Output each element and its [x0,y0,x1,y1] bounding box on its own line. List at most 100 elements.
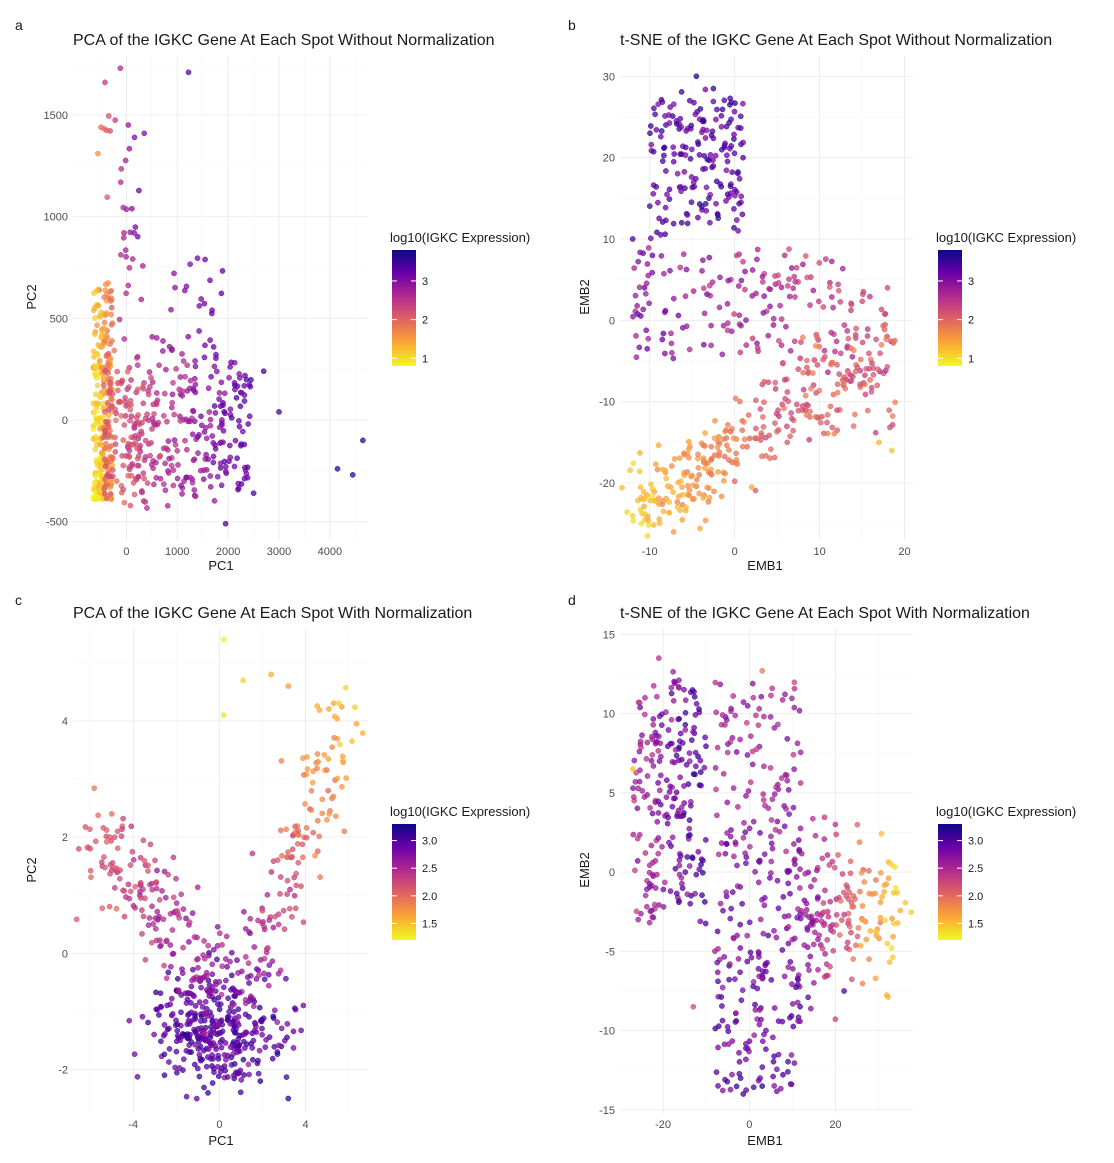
data-point [827,923,834,930]
data-point [761,713,767,720]
data-point [714,812,720,819]
data-point [675,684,682,690]
data-point [214,473,221,480]
data-point [103,310,110,316]
data-point [112,434,118,441]
data-point [752,435,758,442]
data-point [877,919,884,926]
data-point [686,492,693,499]
data-point [733,749,740,755]
data-point [644,261,651,267]
data-point [647,497,654,504]
data-point [678,188,684,195]
data-point [682,697,689,704]
data-point [275,1042,282,1049]
data-point [873,336,879,343]
data-point [637,484,644,490]
data-point [791,273,798,280]
data-point [689,184,696,191]
data-point [702,430,708,436]
data-point [802,253,809,259]
data-point [698,856,705,863]
data-point [821,836,828,842]
data-point [341,828,348,835]
data-point [182,373,188,380]
data-point [795,1018,801,1024]
data-point [686,758,693,765]
data-point [119,826,125,832]
data-point [101,428,108,434]
data-point [92,331,98,338]
data-point [216,396,222,402]
data-point [127,502,134,509]
data-point [843,882,850,888]
data-point [269,958,276,965]
data-point [166,455,172,462]
data-point [94,382,101,389]
points-c [73,636,366,1102]
data-point [678,219,685,226]
data-point [212,410,219,416]
data-point [643,327,650,334]
data-point [724,1023,731,1030]
data-point [314,765,320,772]
data-point [255,1070,262,1077]
data-point [661,145,667,151]
data-point [246,413,253,420]
data-point [805,994,811,1001]
data-point [125,282,132,289]
data-point [290,1045,297,1051]
data-point [884,363,891,370]
data-point [259,907,266,914]
data-point [175,462,181,468]
data-point [835,852,841,858]
data-point [647,235,654,242]
data-point [222,410,228,417]
data-point [757,916,764,923]
data-point [818,918,825,925]
data-point [194,956,200,963]
data-point [136,187,142,194]
data-point [220,427,227,434]
data-point [106,903,113,910]
data-point [94,416,101,423]
data-point [657,133,664,140]
data-point [794,914,801,921]
data-point [200,476,207,483]
data-point [686,446,692,452]
data-point [798,908,805,914]
data-point [878,306,885,313]
data-point [673,890,680,897]
data-point [184,1035,191,1041]
data-point [771,1005,778,1011]
data-point [821,347,828,354]
data-point [104,194,111,200]
data-point [733,1010,739,1017]
data-point [742,829,749,836]
data-point [123,206,130,213]
data-point [662,350,668,357]
data-point [236,418,242,424]
data-point [700,341,707,348]
data-point [783,848,789,855]
data-point [199,1004,206,1010]
data-point [670,355,677,362]
data-point [668,716,675,723]
data-point [192,1012,198,1019]
data-point [833,831,840,838]
data-point [697,106,704,112]
data-point [819,855,826,862]
x-tick-label: 1000 [165,546,189,558]
y-tick-label: 0 [609,867,615,879]
data-point [201,938,207,944]
data-point [809,919,816,926]
data-point [168,963,174,970]
data-point [186,1020,193,1027]
data-point [787,433,793,440]
data-point [736,175,743,182]
data-point [671,456,678,462]
y-tick-label: -2 [58,1064,68,1076]
data-point [289,914,295,920]
data-point [211,996,218,1003]
y-tick-label: -15 [599,1105,615,1117]
